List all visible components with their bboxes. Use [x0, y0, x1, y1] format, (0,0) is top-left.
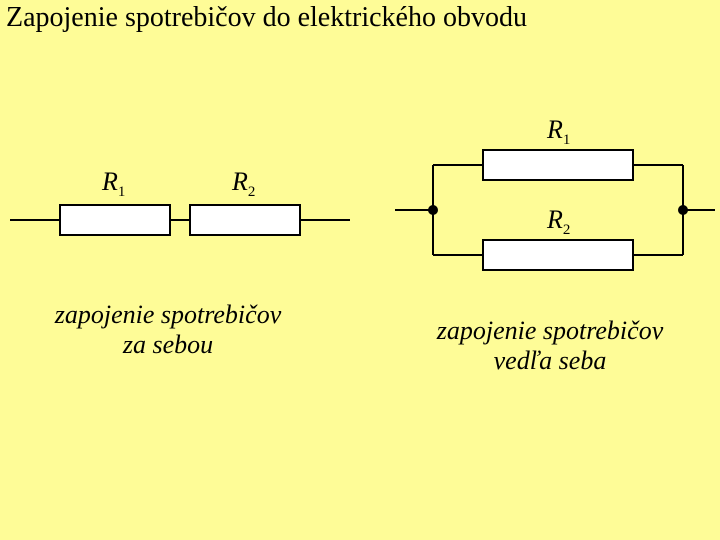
svg-text:R1: R1 — [546, 115, 570, 148]
series-caption-line1: zapojenie spotrebičov — [55, 300, 281, 329]
parallel-circuit-diagram: R1 R2 — [395, 100, 715, 300]
parallel-caption-line1: zapojenie spotrebičov — [437, 316, 663, 345]
svg-text:R2: R2 — [546, 205, 570, 238]
svg-text:R1: R1 — [101, 167, 125, 200]
page-title: Zapojenie spotrebičov do elektrického ob… — [6, 2, 527, 34]
series-caption: zapojenie spotrebičov za sebou — [38, 300, 298, 360]
series-caption-line2: za sebou — [123, 330, 213, 359]
parallel-caption-line2: vedľa seba — [494, 346, 607, 375]
parallel-caption: zapojenie spotrebičov vedľa seba — [420, 316, 680, 376]
series-circuit-diagram: R1 R2 — [10, 120, 360, 280]
slide-canvas: Zapojenie spotrebičov do elektrického ob… — [0, 0, 720, 540]
svg-text:R2: R2 — [231, 167, 255, 200]
